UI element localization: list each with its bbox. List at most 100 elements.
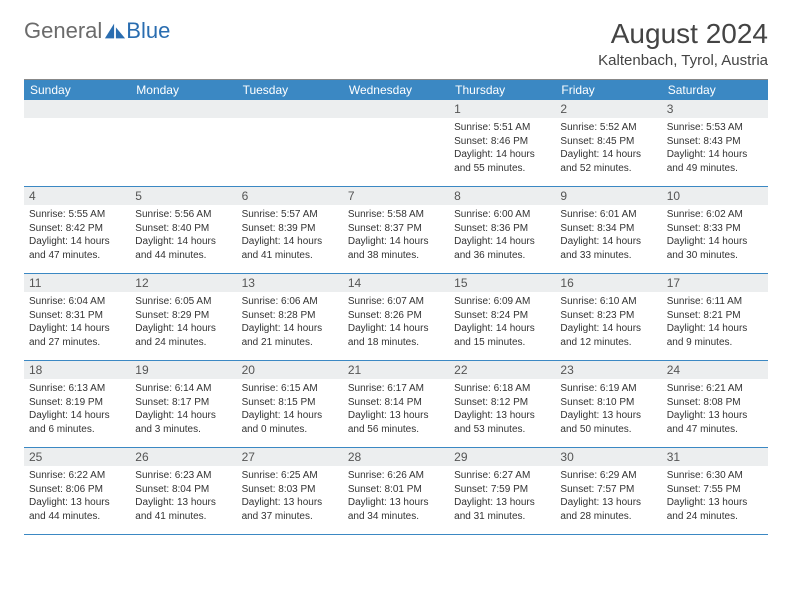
day-content: Sunrise: 5:56 AMSunset: 8:40 PMDaylight:… [130,205,236,267]
sunset-line: Sunset: 8:33 PM [667,222,763,236]
day-content: Sunrise: 6:30 AMSunset: 7:55 PMDaylight:… [662,466,768,528]
sunset-line: Sunset: 8:01 PM [348,483,444,497]
brand-name-part1: General [24,18,102,44]
day-cell: 3Sunrise: 5:53 AMSunset: 8:43 PMDaylight… [662,100,768,186]
day-number [237,100,343,118]
day-cell: 28Sunrise: 6:26 AMSunset: 8:01 PMDayligh… [343,448,449,534]
day-cell: 25Sunrise: 6:22 AMSunset: 8:06 PMDayligh… [24,448,130,534]
daylight-line: Daylight: 14 hours and 9 minutes. [667,322,763,349]
day-content: Sunrise: 6:06 AMSunset: 8:28 PMDaylight:… [237,292,343,354]
sunset-line: Sunset: 8:23 PM [560,309,656,323]
day-cell: 17Sunrise: 6:11 AMSunset: 8:21 PMDayligh… [662,274,768,360]
day-cell: 5Sunrise: 5:56 AMSunset: 8:40 PMDaylight… [130,187,236,273]
sunset-line: Sunset: 8:12 PM [454,396,550,410]
sunrise-line: Sunrise: 6:25 AM [242,469,338,483]
day-content: Sunrise: 6:02 AMSunset: 8:33 PMDaylight:… [662,205,768,267]
sunrise-line: Sunrise: 5:51 AM [454,121,550,135]
day-number: 6 [237,187,343,205]
sunset-line: Sunset: 8:28 PM [242,309,338,323]
day-number: 23 [555,361,661,379]
sunset-line: Sunset: 8:45 PM [560,135,656,149]
title-block: August 2024 Kaltenbach, Tyrol, Austria [598,18,768,69]
daylight-line: Daylight: 14 hours and 12 minutes. [560,322,656,349]
sunrise-line: Sunrise: 6:22 AM [29,469,125,483]
day-content: Sunrise: 5:57 AMSunset: 8:39 PMDaylight:… [237,205,343,267]
day-content: Sunrise: 5:52 AMSunset: 8:45 PMDaylight:… [555,118,661,180]
day-header-cell: Tuesday [237,80,343,100]
day-cell: 12Sunrise: 6:05 AMSunset: 8:29 PMDayligh… [130,274,236,360]
day-cell: 27Sunrise: 6:25 AMSunset: 8:03 PMDayligh… [237,448,343,534]
day-cell: 10Sunrise: 6:02 AMSunset: 8:33 PMDayligh… [662,187,768,273]
daylight-line: Daylight: 13 hours and 34 minutes. [348,496,444,523]
week-row: 1Sunrise: 5:51 AMSunset: 8:46 PMDaylight… [24,100,768,187]
day-content: Sunrise: 6:14 AMSunset: 8:17 PMDaylight:… [130,379,236,441]
sunrise-line: Sunrise: 6:17 AM [348,382,444,396]
sunset-line: Sunset: 7:55 PM [667,483,763,497]
sunrise-line: Sunrise: 5:55 AM [29,208,125,222]
day-header-cell: Friday [555,80,661,100]
day-number: 15 [449,274,555,292]
day-number: 4 [24,187,130,205]
day-cell: 29Sunrise: 6:27 AMSunset: 7:59 PMDayligh… [449,448,555,534]
sunset-line: Sunset: 8:14 PM [348,396,444,410]
day-content: Sunrise: 6:01 AMSunset: 8:34 PMDaylight:… [555,205,661,267]
sunrise-line: Sunrise: 5:56 AM [135,208,231,222]
sunset-line: Sunset: 8:34 PM [560,222,656,236]
daylight-line: Daylight: 14 hours and 24 minutes. [135,322,231,349]
day-number: 9 [555,187,661,205]
day-cell: 11Sunrise: 6:04 AMSunset: 8:31 PMDayligh… [24,274,130,360]
week-row: 18Sunrise: 6:13 AMSunset: 8:19 PMDayligh… [24,361,768,448]
day-cell: 6Sunrise: 5:57 AMSunset: 8:39 PMDaylight… [237,187,343,273]
sunset-line: Sunset: 8:31 PM [29,309,125,323]
daylight-line: Daylight: 13 hours and 44 minutes. [29,496,125,523]
sunrise-line: Sunrise: 6:26 AM [348,469,444,483]
day-cell [24,100,130,186]
week-row: 4Sunrise: 5:55 AMSunset: 8:42 PMDaylight… [24,187,768,274]
sunrise-line: Sunrise: 5:53 AM [667,121,763,135]
day-header-row: SundayMondayTuesdayWednesdayThursdayFrid… [24,80,768,100]
daylight-line: Daylight: 13 hours and 31 minutes. [454,496,550,523]
day-content: Sunrise: 6:23 AMSunset: 8:04 PMDaylight:… [130,466,236,528]
sunrise-line: Sunrise: 6:27 AM [454,469,550,483]
day-number: 10 [662,187,768,205]
daylight-line: Daylight: 13 hours and 50 minutes. [560,409,656,436]
sunrise-line: Sunrise: 6:02 AM [667,208,763,222]
sunrise-line: Sunrise: 6:13 AM [29,382,125,396]
daylight-line: Daylight: 14 hours and 38 minutes. [348,235,444,262]
day-cell: 30Sunrise: 6:29 AMSunset: 7:57 PMDayligh… [555,448,661,534]
location-subtitle: Kaltenbach, Tyrol, Austria [598,52,768,69]
day-number: 29 [449,448,555,466]
sunrise-line: Sunrise: 6:06 AM [242,295,338,309]
sunset-line: Sunset: 8:08 PM [667,396,763,410]
sunset-line: Sunset: 8:15 PM [242,396,338,410]
sunset-line: Sunset: 8:36 PM [454,222,550,236]
day-content: Sunrise: 6:07 AMSunset: 8:26 PMDaylight:… [343,292,449,354]
day-number: 20 [237,361,343,379]
daylight-line: Daylight: 14 hours and 30 minutes. [667,235,763,262]
week-row: 25Sunrise: 6:22 AMSunset: 8:06 PMDayligh… [24,448,768,535]
sunset-line: Sunset: 8:03 PM [242,483,338,497]
day-number: 1 [449,100,555,118]
day-content: Sunrise: 5:51 AMSunset: 8:46 PMDaylight:… [449,118,555,180]
day-cell [237,100,343,186]
sunrise-line: Sunrise: 6:14 AM [135,382,231,396]
sail-icon [104,22,126,40]
sunrise-line: Sunrise: 6:10 AM [560,295,656,309]
day-header-cell: Monday [130,80,236,100]
sunset-line: Sunset: 8:04 PM [135,483,231,497]
daylight-line: Daylight: 14 hours and 6 minutes. [29,409,125,436]
page-header: General Blue August 2024 Kaltenbach, Tyr… [0,0,792,73]
daylight-line: Daylight: 14 hours and 0 minutes. [242,409,338,436]
day-cell: 21Sunrise: 6:17 AMSunset: 8:14 PMDayligh… [343,361,449,447]
sunset-line: Sunset: 7:57 PM [560,483,656,497]
sunrise-line: Sunrise: 6:15 AM [242,382,338,396]
day-number: 27 [237,448,343,466]
day-cell: 2Sunrise: 5:52 AMSunset: 8:45 PMDaylight… [555,100,661,186]
day-cell: 8Sunrise: 6:00 AMSunset: 8:36 PMDaylight… [449,187,555,273]
sunrise-line: Sunrise: 6:01 AM [560,208,656,222]
day-content: Sunrise: 5:53 AMSunset: 8:43 PMDaylight:… [662,118,768,180]
day-cell: 14Sunrise: 6:07 AMSunset: 8:26 PMDayligh… [343,274,449,360]
day-content: Sunrise: 6:29 AMSunset: 7:57 PMDaylight:… [555,466,661,528]
day-cell: 19Sunrise: 6:14 AMSunset: 8:17 PMDayligh… [130,361,236,447]
sunrise-line: Sunrise: 6:30 AM [667,469,763,483]
